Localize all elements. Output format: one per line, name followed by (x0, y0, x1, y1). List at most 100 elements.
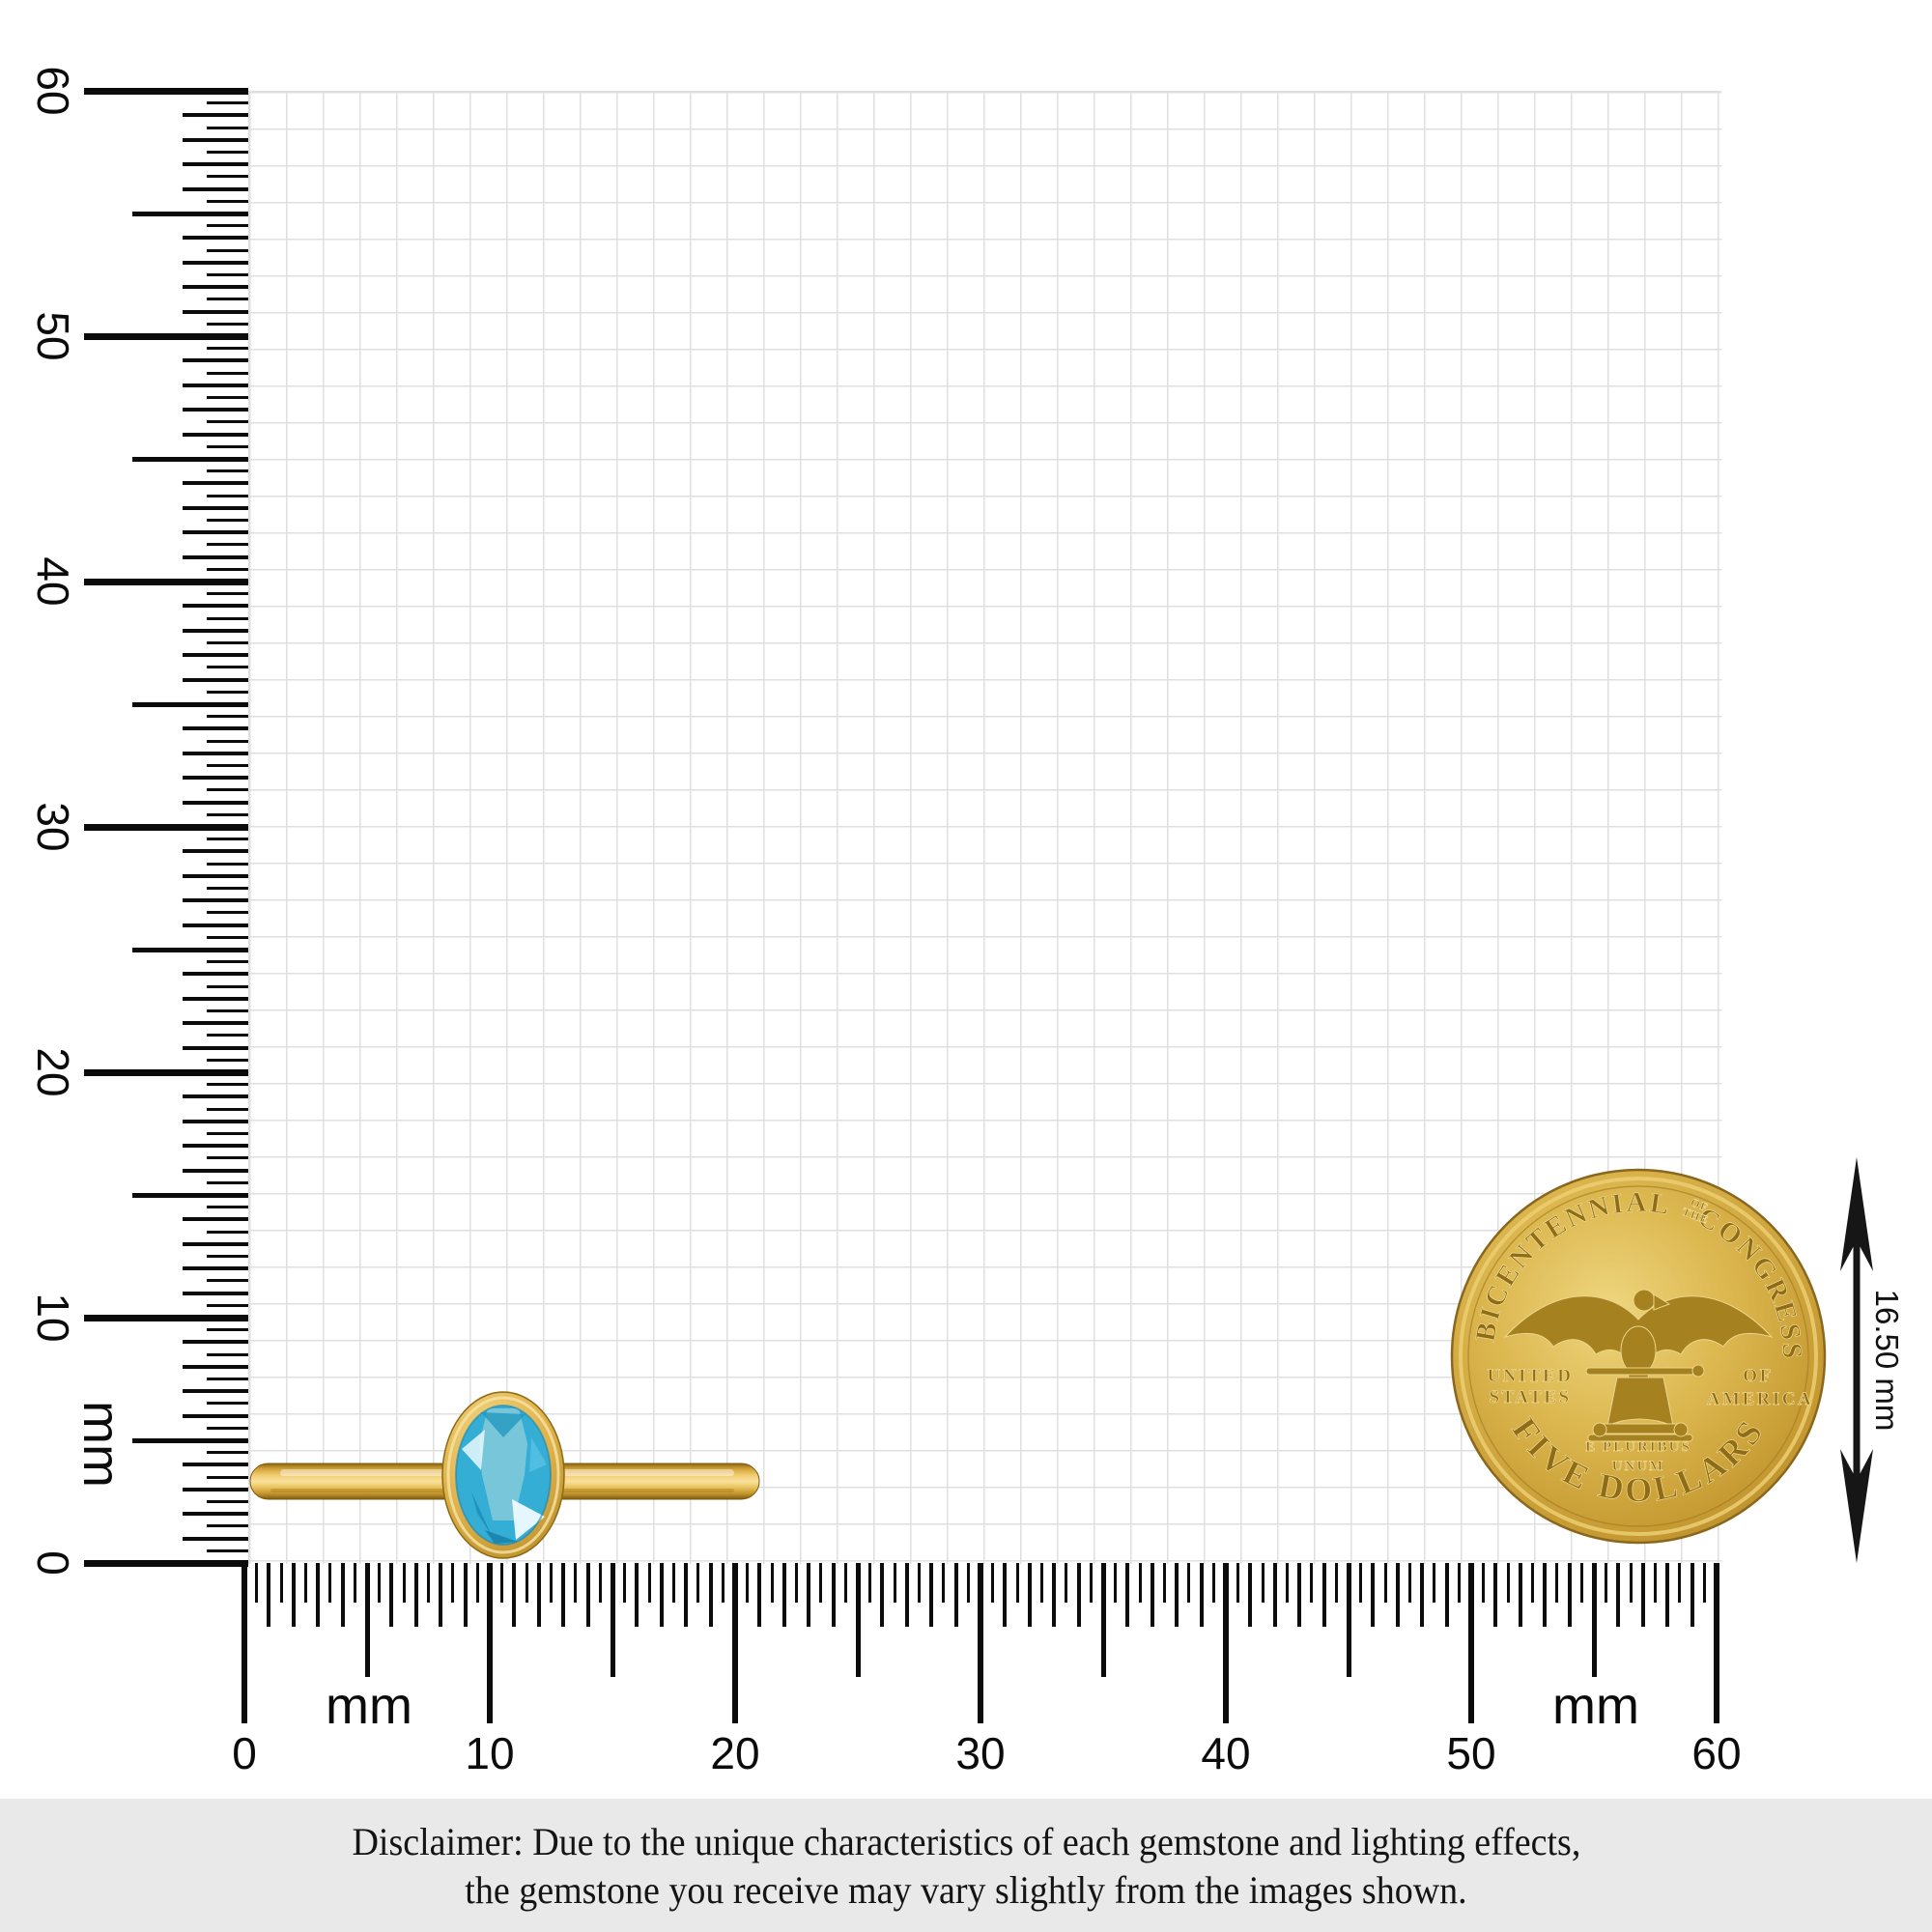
h-ruler-tick-half (868, 1563, 872, 1603)
h-ruler-tick-half (500, 1563, 504, 1603)
dimension-label: 16.50 mm (1869, 1289, 1905, 1432)
h-ruler-tick-unit (904, 1563, 909, 1627)
h-ruler-tick-unit (1395, 1563, 1400, 1627)
v-ruler-tick-half (207, 519, 248, 522)
v-ruler-tick-unit (183, 1413, 248, 1418)
v-ruler-tick-half (207, 641, 248, 644)
v-ruler-tick-unit (183, 677, 248, 682)
h-ruler-tick-medium (1100, 1563, 1106, 1677)
h-ruler-tick-unit (807, 1563, 811, 1627)
h-ruler-tick-half (328, 1563, 332, 1603)
h-ruler-label-0: 0 (232, 1728, 257, 1778)
h-ruler-tick-half (696, 1563, 700, 1603)
h-ruler-tick-major (978, 1563, 983, 1723)
v-ruler-tick-half (207, 715, 248, 719)
v-ruler-tick-half (207, 101, 248, 105)
v-ruler-tick-unit (183, 186, 248, 191)
v-ruler-tick-half (207, 1009, 248, 1012)
v-ruler-tick-half (207, 1107, 248, 1111)
h-ruler-tick-unit (1420, 1563, 1425, 1627)
h-ruler-tick-major (732, 1563, 738, 1723)
h-ruler-tick-half (623, 1563, 627, 1603)
v-ruler-tick-unit (183, 923, 248, 927)
v-ruler-tick-half (207, 739, 248, 743)
v-ruler-tick-half (207, 1500, 248, 1503)
v-ruler-tick-unit (183, 137, 248, 142)
h-ruler-label-20: 20 (710, 1728, 760, 1778)
h-ruler-unit-label-left: mm (326, 1677, 412, 1735)
h-ruler-tick-half (770, 1563, 774, 1603)
h-ruler-tick-unit (1248, 1563, 1253, 1627)
h-ruler-tick-half (255, 1563, 259, 1603)
coin-united-text: UNITED (1488, 1366, 1574, 1386)
h-ruler-tick-half (1359, 1563, 1363, 1603)
h-ruler-tick-unit (1150, 1563, 1154, 1627)
h-ruler-tick-medium (364, 1563, 370, 1677)
h-ruler-tick-unit (1027, 1563, 1032, 1627)
h-ruler-tick-half (746, 1563, 750, 1603)
v-ruler-tick-half (207, 690, 248, 694)
v-ruler-tick-half (207, 1352, 248, 1356)
v-ruler-tick-medium (132, 456, 248, 462)
v-ruler-tick-medium (132, 947, 248, 952)
h-ruler-tick-unit (291, 1563, 296, 1627)
v-ruler-tick-half (207, 199, 248, 203)
v-ruler-tick-half (207, 1548, 248, 1552)
h-ruler-tick-half (1040, 1563, 1043, 1603)
v-ruler-tick-major (84, 578, 248, 585)
v-ruler-tick-unit (183, 1463, 248, 1467)
h-ruler-tick-half (1187, 1563, 1191, 1603)
h-ruler-tick-half (1433, 1563, 1436, 1603)
h-ruler-tick-half (1702, 1563, 1706, 1603)
ring-photo (249, 1391, 760, 1559)
h-ruler-tick-half (1261, 1563, 1264, 1603)
h-ruler-tick-unit (1125, 1563, 1130, 1627)
v-ruler-tick-unit (183, 309, 248, 314)
disclaimer-line2: the gemstone you receive may vary slight… (0, 1868, 1932, 1913)
h-ruler-tick-half (1482, 1563, 1486, 1603)
h-ruler-tick-unit (1444, 1563, 1449, 1627)
v-ruler-tick-unit (183, 285, 248, 290)
h-ruler-tick-unit (1199, 1563, 1204, 1627)
disclaimer-line1-text: Disclaimer: Due to the unique characteri… (352, 1820, 1580, 1863)
v-ruler-tick-medium (132, 211, 248, 216)
v-ruler-tick-unit (183, 726, 248, 731)
h-ruler-tick-unit (831, 1563, 836, 1627)
h-ruler-tick-unit (953, 1563, 958, 1627)
h-ruler-tick-unit (1665, 1563, 1670, 1627)
h-ruler-tick-half (279, 1563, 283, 1603)
coin-eagle-emblem (1503, 1289, 1774, 1442)
v-ruler-tick-half (207, 1279, 248, 1283)
h-ruler-tick-unit (439, 1563, 443, 1627)
v-ruler-tick-unit (183, 1045, 248, 1050)
disclaimer-line2-text: the gemstone you receive may vary slight… (465, 1868, 1467, 1912)
h-ruler-tick-unit (781, 1563, 786, 1627)
v-ruler-tick-half (207, 1475, 248, 1479)
v-ruler-tick-major (84, 1068, 248, 1076)
v-ruler-tick-half (207, 175, 248, 179)
h-ruler-tick-unit (684, 1563, 689, 1627)
v-ruler-tick-half (207, 592, 248, 596)
h-ruler-tick-unit (267, 1563, 271, 1627)
h-ruler-tick-major (1714, 1563, 1719, 1723)
h-ruler-tick-unit (1616, 1563, 1621, 1627)
h-ruler-tick-half (1065, 1563, 1068, 1603)
coin-of-text: OF (1689, 1195, 1710, 1214)
v-ruler-tick-half (207, 1058, 248, 1062)
v-ruler-tick-half (207, 494, 248, 497)
h-ruler-tick-half (721, 1563, 724, 1603)
v-ruler-tick-half (207, 248, 248, 252)
v-ruler-tick-half (207, 887, 248, 890)
h-ruler-tick-major (242, 1563, 247, 1723)
h-ruler-tick-unit (1297, 1563, 1302, 1627)
h-ruler-tick-unit (1321, 1563, 1326, 1627)
h-ruler-tick-half (1163, 1563, 1166, 1603)
v-ruler-tick-major (84, 823, 248, 831)
v-ruler-tick-half (207, 1255, 248, 1258)
v-ruler-tick-unit (183, 530, 248, 535)
h-ruler-tick-half (1654, 1563, 1657, 1603)
v-ruler-tick-medium (132, 701, 248, 707)
v-ruler-tick-half (207, 371, 248, 375)
v-ruler-tick-half (207, 322, 248, 326)
h-ruler-label-60: 60 (1691, 1728, 1742, 1778)
